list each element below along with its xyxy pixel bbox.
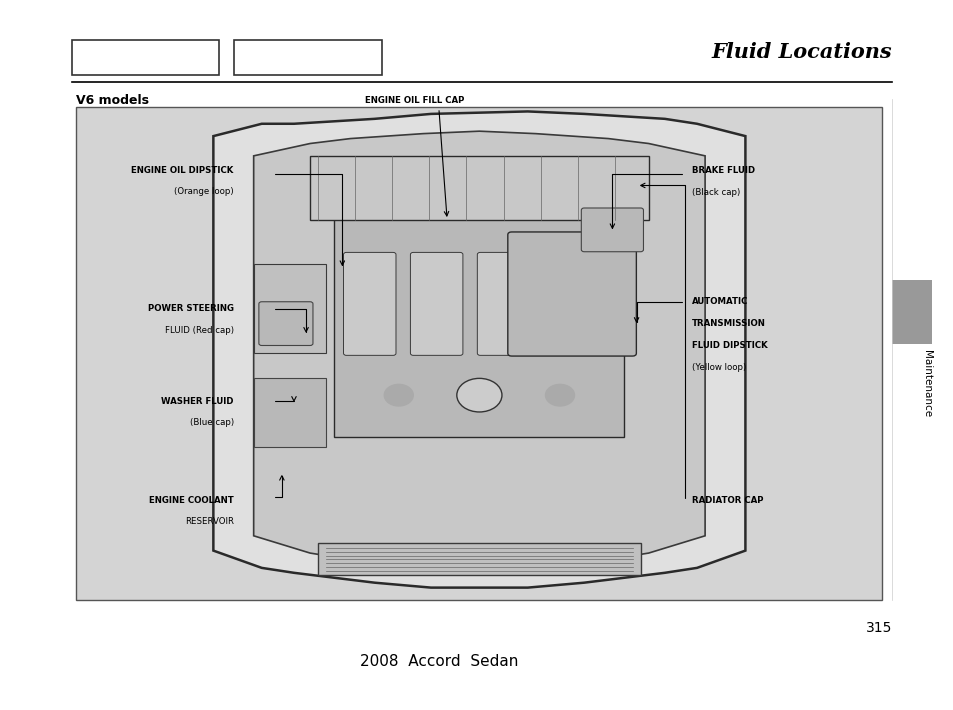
FancyBboxPatch shape (334, 215, 624, 437)
Text: TRANSMISSION: TRANSMISSION (691, 320, 764, 328)
FancyBboxPatch shape (891, 280, 931, 344)
Text: (Orange loop): (Orange loop) (173, 187, 233, 196)
FancyBboxPatch shape (343, 253, 395, 355)
FancyBboxPatch shape (410, 253, 462, 355)
Text: POWER STEERING: POWER STEERING (148, 305, 233, 313)
Text: RADIATOR CAP: RADIATOR CAP (691, 496, 762, 505)
Text: AUTOMATIC: AUTOMATIC (691, 297, 747, 306)
Circle shape (384, 384, 413, 406)
FancyBboxPatch shape (318, 543, 639, 575)
Text: ENGINE OIL DIPSTICK: ENGINE OIL DIPSTICK (132, 166, 233, 175)
Text: (Blue cap): (Blue cap) (190, 418, 233, 427)
Text: WASHER FLUID: WASHER FLUID (161, 397, 233, 405)
Text: FLUID (Red cap): FLUID (Red cap) (165, 326, 233, 334)
FancyBboxPatch shape (258, 302, 313, 346)
FancyBboxPatch shape (71, 40, 219, 75)
Text: (Yellow loop): (Yellow loop) (691, 364, 745, 372)
FancyBboxPatch shape (476, 253, 529, 355)
Text: FLUID DIPSTICK: FLUID DIPSTICK (691, 342, 766, 350)
FancyBboxPatch shape (507, 232, 636, 356)
Text: 2008  Accord  Sedan: 2008 Accord Sedan (359, 654, 517, 670)
FancyBboxPatch shape (253, 264, 326, 354)
FancyBboxPatch shape (233, 40, 381, 75)
FancyBboxPatch shape (76, 106, 882, 600)
Circle shape (456, 378, 501, 412)
Polygon shape (253, 131, 704, 572)
Text: BRAKE FLUID: BRAKE FLUID (691, 166, 754, 175)
Text: V6 models: V6 models (76, 94, 150, 106)
Circle shape (464, 384, 494, 406)
Text: (Black cap): (Black cap) (691, 188, 740, 197)
Text: 315: 315 (864, 621, 891, 635)
Polygon shape (213, 111, 744, 588)
FancyBboxPatch shape (580, 208, 642, 252)
FancyBboxPatch shape (253, 378, 326, 447)
Text: Maintenance: Maintenance (922, 350, 931, 417)
Text: ENGINE OIL FILL CAP: ENGINE OIL FILL CAP (365, 97, 464, 105)
Text: Fluid Locations: Fluid Locations (711, 43, 891, 62)
Circle shape (545, 384, 574, 406)
FancyBboxPatch shape (310, 155, 648, 220)
Text: ENGINE COOLANT: ENGINE COOLANT (149, 496, 233, 505)
Text: RESERVOIR: RESERVOIR (185, 518, 233, 526)
